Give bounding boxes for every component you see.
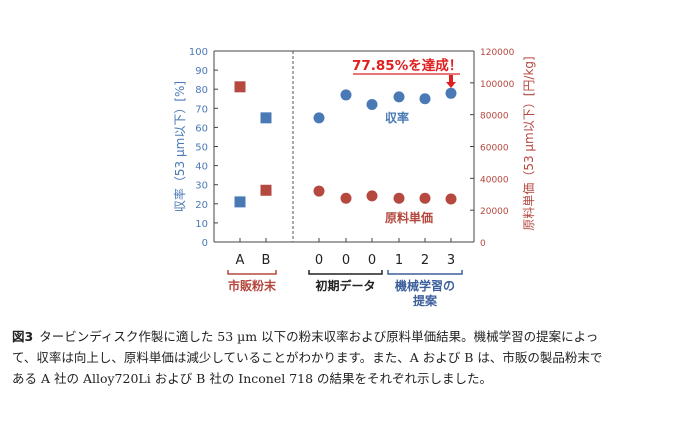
x-category-label: 2 bbox=[421, 253, 429, 268]
group-label: 初期データ bbox=[315, 278, 375, 293]
x-category-label: A bbox=[236, 253, 245, 268]
caption-line-1: タービンディスク作製に適した 53 µm 以下の粉末収率および原料単価結果。機械… bbox=[39, 329, 599, 344]
left-tick-label: 100 bbox=[189, 47, 208, 58]
x-category-label: 1 bbox=[395, 253, 403, 268]
data-point-circle bbox=[340, 192, 352, 204]
series-label-yield: 収率 bbox=[385, 110, 409, 125]
x-category-label: 0 bbox=[342, 253, 350, 268]
group-bracket bbox=[308, 270, 383, 275]
right-tick-label: 120000 bbox=[480, 48, 515, 58]
data-point-circle bbox=[419, 192, 431, 204]
group-label: 機械学習の bbox=[395, 278, 455, 293]
left-tick-label: 40 bbox=[195, 162, 208, 173]
annotation-arrow-shaft bbox=[449, 75, 453, 82]
left-tick-label: 30 bbox=[195, 181, 208, 192]
right-tick-label: 60000 bbox=[480, 144, 509, 154]
data-point-circle bbox=[393, 91, 405, 103]
x-category-label: B bbox=[262, 253, 271, 268]
data-point-circle bbox=[313, 185, 325, 197]
left-tick-label: 90 bbox=[195, 66, 208, 77]
group-bracket bbox=[227, 270, 277, 275]
right-axis-title: 原料単価（53 µm以下）[円/kg] bbox=[522, 56, 536, 230]
left-tick-label: 70 bbox=[195, 104, 208, 115]
data-point-circle bbox=[419, 93, 431, 105]
right-tick-label: 100000 bbox=[480, 80, 515, 90]
data-point-circle bbox=[366, 98, 378, 110]
right-tick-label: 20000 bbox=[480, 207, 509, 217]
figure-caption: 図3 タービンディスク作製に適した 53 µm 以下の粉末収率および原料単価結果。… bbox=[12, 326, 692, 389]
left-tick-label: 60 bbox=[195, 123, 208, 134]
series-label-cost: 原料単価 bbox=[385, 210, 433, 225]
left-tick-label: 10 bbox=[195, 219, 208, 230]
data-point-square bbox=[234, 196, 246, 208]
x-category-label: 0 bbox=[368, 253, 376, 268]
left-tick-label: 80 bbox=[195, 85, 208, 96]
data-point-circle bbox=[366, 190, 378, 202]
caption-line-2: て、収率は向上し、原料単価は減少していることがわかります。また、A および B … bbox=[12, 350, 603, 365]
data-point-square bbox=[260, 184, 272, 196]
x-category-label: 3 bbox=[447, 253, 455, 268]
right-tick-label: 40000 bbox=[480, 175, 509, 185]
data-point-square bbox=[260, 112, 272, 124]
chart: 0102030405060708090100020000400006000080… bbox=[172, 47, 536, 308]
annotation-text: 77.85%を達成！ bbox=[352, 57, 462, 74]
left-tick-label: 50 bbox=[195, 143, 208, 154]
data-point-circle bbox=[445, 193, 457, 205]
x-category-label: 0 bbox=[315, 253, 323, 268]
caption-label: 図3 bbox=[12, 329, 34, 344]
right-tick-label: 0 bbox=[480, 239, 486, 249]
data-point-square bbox=[234, 81, 246, 93]
group-label: 市販粉末 bbox=[228, 278, 277, 293]
data-point-circle bbox=[313, 112, 325, 124]
group-label: 提案 bbox=[413, 293, 438, 308]
left-tick-label: 0 bbox=[202, 238, 208, 249]
left-axis-title: 収率（53 µm以下）[%] bbox=[172, 81, 187, 212]
right-tick-label: 80000 bbox=[480, 112, 509, 122]
group-bracket bbox=[387, 270, 463, 275]
annotation-arrow-icon bbox=[446, 82, 456, 88]
data-point-circle bbox=[393, 192, 405, 204]
data-point-circle bbox=[340, 89, 352, 101]
left-tick-label: 20 bbox=[195, 200, 208, 211]
data-point-circle bbox=[445, 87, 457, 99]
caption-line-3: ある A 社の Alloy720Li および B 社の Inconel 718 … bbox=[12, 371, 493, 386]
